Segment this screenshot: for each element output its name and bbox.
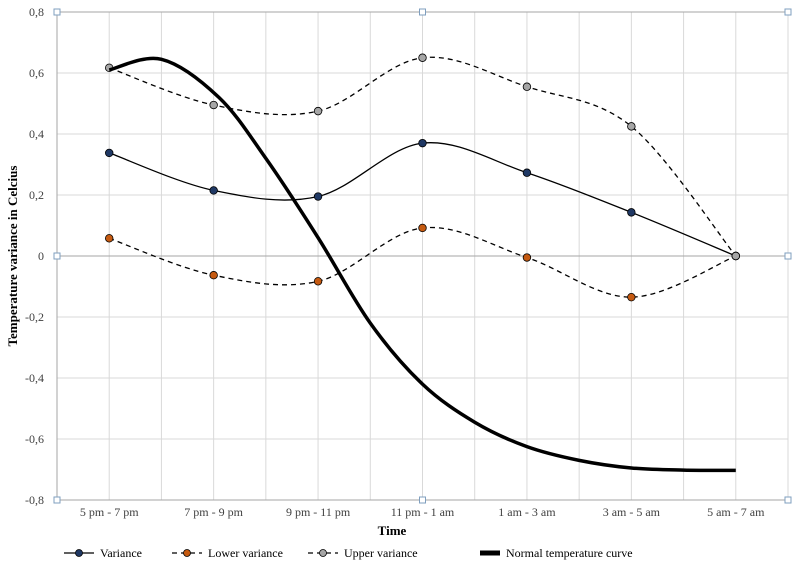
x-tick-label: 5 pm - 7 pm [80,505,139,519]
legend-marker [75,549,83,557]
x-tick-label: 3 am - 5 am [603,505,661,519]
data-point [209,271,218,280]
series-line-normal-temperature-curve [108,56,736,473]
data-point [209,186,218,195]
y-tick-label: 0,4 [29,127,44,141]
data-point [313,192,323,201]
selection-handle [784,496,792,504]
legend-label: Variance [100,546,142,560]
data-point [105,148,114,158]
selection-handle [53,252,61,260]
selection-handle [784,252,792,260]
legend-label: Upper variance [344,546,418,560]
y-tick-label: 0,6 [29,66,44,80]
y-tick-label: -0,6 [25,432,44,446]
legend: Variance Lower variance Upper variance Norm… [64,546,633,560]
x-axis-title: Time [378,523,407,538]
selection-handle [784,8,792,16]
data-point [731,251,740,261]
axes [53,8,792,504]
data-point [522,82,532,91]
y-tick-label: -0,4 [25,371,44,385]
data-point [209,100,218,110]
x-tick-labels: 5 pm - 7 pm 7 pm - 9 pm 9 pm - 11 pm 11 pm … [80,505,765,519]
data-point [627,292,636,302]
y-tick-labels: 0,8 0,6 0,4 0,2 0 -0,2 -0,4 -0,6 -0,8 [25,5,44,507]
y-tick-label: 0 [38,249,44,263]
data-point [313,277,323,286]
y-tick-label: 0,8 [29,5,44,19]
data-point [418,223,427,233]
series [105,53,740,473]
x-tick-label: 11 pm - 1 am [391,505,455,519]
x-tick-label: 7 pm - 9 pm [184,505,243,519]
legend-label: Normal temperature curve [506,546,633,560]
data-point [105,234,114,243]
data-point [627,208,636,217]
y-tick-label: 0,2 [29,188,44,202]
x-tick-label: 5 am - 7 am [707,505,765,519]
y-tick-label: -0,2 [25,310,44,324]
data-point [418,53,427,62]
legend-label: Lower variance [208,546,283,560]
data-point [418,138,427,148]
data-point [313,106,323,116]
data-point [522,168,532,177]
data-point [627,122,636,131]
y-tick-label: -0,8 [25,493,44,507]
selection-handle [53,496,61,504]
selection-handle [419,8,426,16]
x-tick-label: 9 pm - 11 pm [286,505,351,519]
data-point [522,253,532,262]
y-axis-title: Temperature variance in Celcius [5,166,20,347]
legend-marker [183,549,191,557]
legend-marker [319,549,327,557]
selection-handle [419,496,426,504]
x-tick-label: 1 am - 3 am [498,505,556,519]
selection-handle [53,8,61,16]
